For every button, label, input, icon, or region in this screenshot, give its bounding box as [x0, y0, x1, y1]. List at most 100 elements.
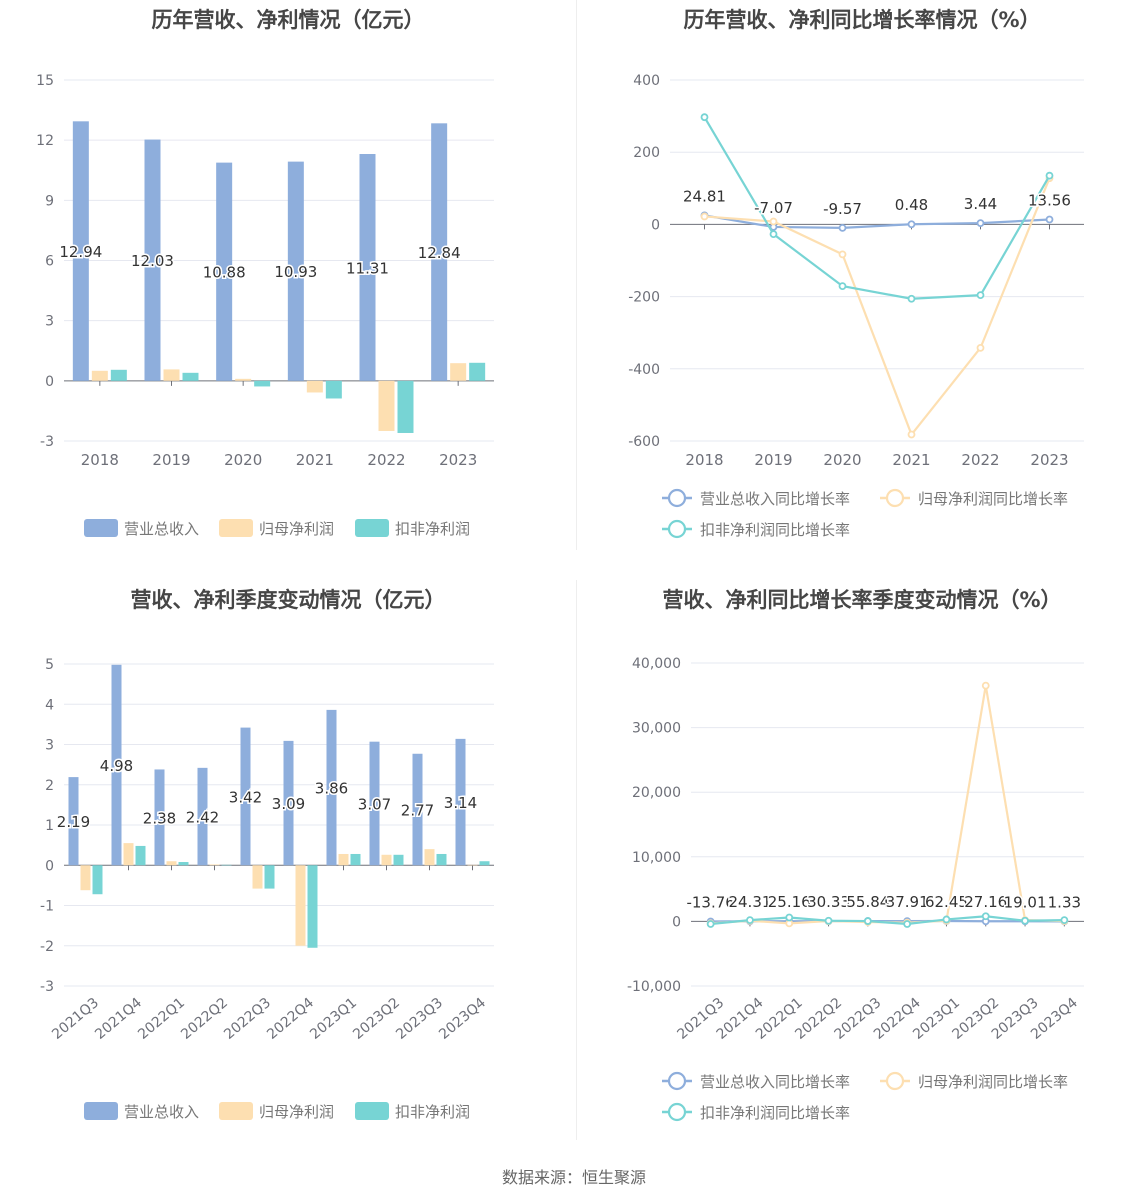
bar-deducted-profit — [307, 865, 318, 948]
data-point — [785, 913, 794, 922]
y-tick-label: 0 — [45, 858, 54, 874]
data-label: 27.16 — [964, 893, 1007, 911]
data-label: -13.76 — [686, 893, 734, 911]
data-label: 10.93 — [274, 263, 317, 281]
data-point — [838, 250, 847, 259]
bar-parent-profit — [338, 853, 349, 866]
data-point — [976, 291, 985, 300]
data-point — [981, 912, 990, 921]
y-tick-label: 3 — [45, 314, 54, 330]
data-label: 2.38 — [143, 809, 176, 827]
chart-svg: 营收、净利同比增长率季度变动情况（%） -10,000 0 10,000 20,000 3… — [627, 588, 1084, 1122]
legend-item[interactable]: 扣非净利润同比增长率 — [662, 519, 850, 539]
y-tick-label: -10,000 — [627, 979, 681, 995]
data-label: 4.98 — [100, 757, 133, 775]
bar-revenue — [412, 753, 423, 866]
bar-deducted-profit — [135, 845, 146, 866]
x-tick-label: 2021Q4 — [92, 995, 145, 1043]
bar-revenue — [68, 777, 79, 866]
y-tick-label: 4 — [45, 697, 54, 713]
data-label: 3.14 — [444, 794, 477, 812]
legend-marker — [667, 1102, 687, 1122]
legend-swatch — [84, 1102, 118, 1120]
legend-item[interactable]: 营业总收入同比增长率 — [662, 1071, 850, 1091]
bar-parent-profit — [163, 369, 180, 381]
legend-item[interactable]: 归母净利润同比增长率 — [880, 1071, 1068, 1091]
legend-swatch — [219, 519, 253, 537]
x-tick-label: 2021 — [892, 451, 930, 469]
quarterly-revenue-profit-chart: 营收、净利季度变动情况（亿元） -3 -2 -1 0 1 2 3 4 5 2021Q3 2021Q4 2… — [0, 580, 576, 1140]
legend-item[interactable]: 归母净利润 — [219, 1102, 334, 1121]
data-point — [838, 282, 847, 291]
bar-deducted-profit — [254, 380, 271, 387]
legend-item[interactable]: 归母净利润 — [219, 519, 334, 538]
legend-swatch — [355, 1102, 389, 1120]
bar-revenue — [240, 727, 251, 866]
bar-deducted-profit — [178, 862, 189, 866]
data-label: 24.81 — [683, 187, 726, 205]
bar-parent-profit — [381, 854, 392, 866]
legend-label: 归母净利润同比增长率 — [918, 490, 1068, 508]
top-divider — [576, 0, 577, 550]
x-tick-label: 2022 — [367, 451, 405, 469]
x-tick-label: 2019 — [754, 451, 792, 469]
chart-svg: 历年营收、净利同比增长率情况（%） -600 -400 -200 0 200 400 2018… — [628, 8, 1084, 539]
y-tick-label: 40,000 — [632, 656, 681, 672]
data-point — [903, 920, 912, 928]
bar-deducted-profit — [479, 861, 490, 866]
bar-revenue — [369, 741, 380, 866]
legend-item[interactable]: 扣非净利润 — [355, 1102, 470, 1121]
x-tick-label: 2019 — [152, 451, 190, 469]
bar-parent-profit — [424, 849, 435, 866]
bar-parent-profit — [467, 864, 478, 866]
legend-item[interactable]: 扣非净利润同比增长率 — [662, 1102, 850, 1122]
bottom-divider — [576, 580, 577, 1140]
bar-revenue — [197, 767, 208, 866]
legend-item[interactable]: 营业总收入 — [84, 519, 199, 538]
bar-deducted-profit — [393, 854, 404, 866]
legend-marker — [667, 519, 687, 539]
data-label: 3.86 — [315, 780, 348, 798]
data-point — [981, 681, 990, 690]
legend-item[interactable]: 归母净利润同比增长率 — [880, 488, 1068, 508]
legend-item[interactable]: 扣非净利润 — [355, 519, 470, 538]
bar-revenue — [283, 740, 294, 866]
legend-item[interactable]: 营业总收入 — [84, 1102, 199, 1121]
x-tick-label: 2023 — [1030, 451, 1068, 469]
y-tick-label: 12 — [36, 133, 54, 149]
y-tick-label: -1 — [40, 899, 54, 915]
data-label: 12.84 — [418, 244, 461, 262]
y-tick-label: -3 — [40, 979, 54, 995]
bar-parent-profit — [295, 865, 306, 946]
data-label: 19.01 — [1004, 893, 1047, 911]
legend-label: 归母净利润 — [259, 520, 334, 538]
legend-marker — [885, 488, 905, 508]
y-tick-label: 0 — [45, 374, 54, 390]
x-tick-label: 2022Q2 — [178, 995, 231, 1043]
bar-revenue — [216, 162, 233, 381]
data-label: -7.07 — [754, 199, 793, 217]
legend-label: 归母净利润 — [259, 1103, 334, 1121]
data-label: 3.44 — [964, 195, 997, 213]
quarterly-growth-rate-chart: 营收、净利同比增长率季度变动情况（%） -10,000 0 10,000 20,000 3… — [576, 580, 1148, 1140]
x-tick-label: 2023 — [439, 451, 477, 469]
bar-parent-profit — [123, 843, 134, 866]
y-tick-label: -200 — [628, 290, 660, 306]
legend-marker — [885, 1071, 905, 1091]
bar-revenue — [72, 121, 89, 381]
data-label: 24.31 — [728, 893, 771, 911]
annual-revenue-profit-chart: 历年营收、净利情况（亿元） -3 0 3 6 9 12 15 2018 2019 2020 2021 2… — [0, 0, 576, 560]
bar-parent-profit — [306, 380, 323, 393]
legend-item[interactable]: 营业总收入同比增长率 — [662, 488, 850, 508]
data-label: 55.84 — [846, 893, 889, 911]
legend-label: 归母净利润同比增长率 — [918, 1073, 1068, 1091]
data-point — [907, 294, 916, 303]
chart-title: 营收、净利季度变动情况（亿元） — [131, 588, 446, 612]
chart-svg: 营收、净利季度变动情况（亿元）-3-2-10123452021Q32021Q42… — [40, 588, 494, 1121]
data-label: 30.33 — [807, 893, 850, 911]
bar-revenue — [359, 154, 376, 381]
bar-revenue — [111, 664, 122, 866]
x-tick-label: 2018 — [685, 451, 723, 469]
bar-deducted-profit — [221, 864, 232, 866]
legend-swatch — [84, 519, 118, 537]
